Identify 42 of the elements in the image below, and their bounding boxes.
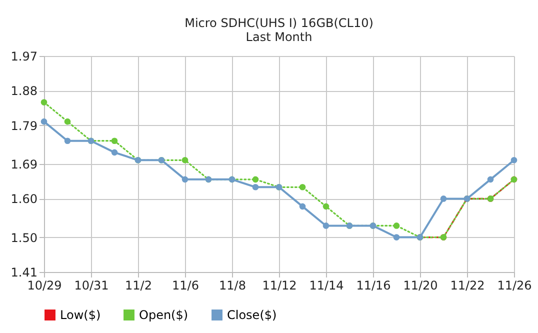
x-tick-label: 10/29 bbox=[27, 278, 62, 292]
point bbox=[40, 99, 48, 106]
point bbox=[393, 234, 400, 240]
point bbox=[322, 222, 330, 229]
point bbox=[299, 184, 306, 190]
point bbox=[111, 149, 118, 156]
legend-label: Close($) bbox=[227, 308, 277, 322]
x-tick-label: 11/8 bbox=[219, 278, 246, 292]
point bbox=[510, 156, 518, 164]
legend-label: Open($) bbox=[139, 308, 188, 322]
x-tick-label: 11/26 bbox=[497, 278, 532, 292]
x-tick-label: 11/16 bbox=[356, 278, 391, 292]
y-tick-label: 1.60 bbox=[10, 192, 38, 206]
chart-title: Micro SDHC(UHS I) 16GB(CL10) bbox=[184, 16, 374, 30]
legend-label: Low($) bbox=[60, 308, 101, 322]
point bbox=[252, 176, 259, 183]
x-tick-label: 11/14 bbox=[309, 278, 344, 292]
y-tick-label: 1.97 bbox=[10, 50, 38, 64]
x-tick-label: 11/2 bbox=[125, 278, 152, 292]
point bbox=[252, 184, 259, 190]
point bbox=[182, 156, 188, 164]
x-tick-label: 11/6 bbox=[172, 278, 199, 292]
x-tick-label: 10/31 bbox=[74, 278, 109, 292]
y-tick-label: 1.88 bbox=[10, 84, 38, 98]
point bbox=[64, 118, 71, 125]
point bbox=[299, 203, 306, 210]
y-tick-label: 1.69 bbox=[10, 158, 38, 172]
point bbox=[440, 196, 447, 202]
x-tick-label: 11/12 bbox=[262, 278, 297, 292]
point bbox=[322, 203, 330, 210]
y-tick-label: 1.50 bbox=[10, 230, 38, 245]
point bbox=[182, 176, 188, 183]
point bbox=[393, 222, 400, 229]
y-tick-label: 1.79 bbox=[10, 118, 38, 133]
point bbox=[40, 118, 48, 125]
chart-subtitle: Last Month bbox=[246, 30, 312, 44]
x-tick-label: 11/22 bbox=[450, 278, 485, 292]
point bbox=[64, 138, 71, 144]
point bbox=[111, 138, 118, 144]
point bbox=[487, 176, 494, 183]
x-tick-label: 11/20 bbox=[403, 278, 438, 292]
y-tick-label: 1.41 bbox=[10, 266, 38, 280]
